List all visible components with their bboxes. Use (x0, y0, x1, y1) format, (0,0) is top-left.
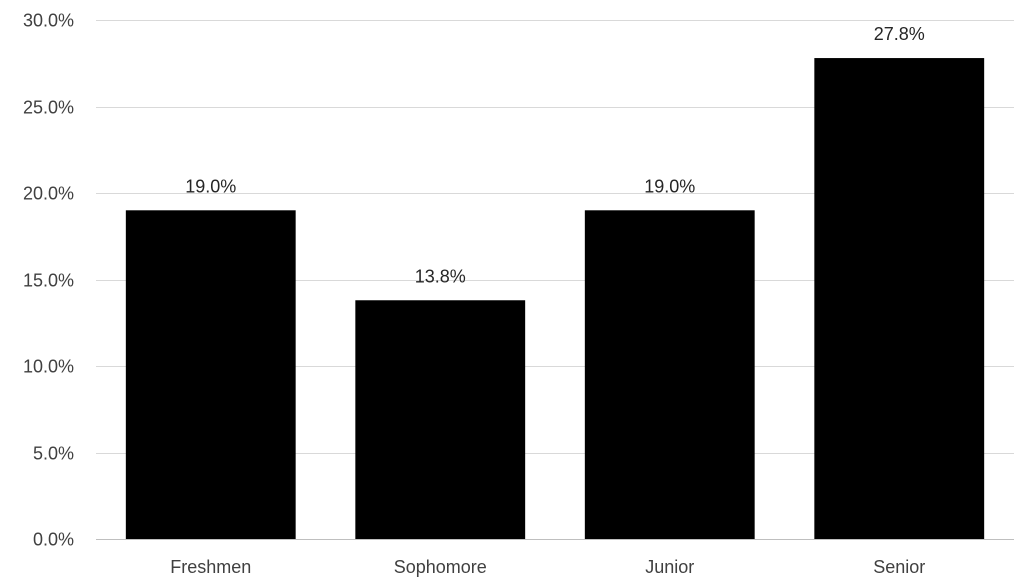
bar-freshmen (125, 210, 296, 540)
data-label: 13.8% (415, 266, 466, 286)
x-axis-category-labels: Freshmen Sophomore Junior Senior (170, 557, 925, 577)
data-label: 19.0% (185, 176, 236, 196)
bar-senior (814, 58, 985, 540)
y-tick-label: 15.0% (23, 271, 74, 291)
y-tick-label: 5.0% (33, 444, 74, 464)
bar-sophomore (355, 300, 526, 539)
bars (125, 58, 985, 540)
y-axis-tick-labels: 0.0% 5.0% 10.0% 15.0% 20.0% 25.0% 30.0% (23, 11, 74, 550)
y-tick-label: 0.0% (33, 530, 74, 550)
bar-junior (584, 210, 755, 540)
category-label: Junior (645, 557, 694, 577)
y-tick-label: 30.0% (23, 11, 74, 31)
y-tick-label: 25.0% (23, 98, 74, 118)
data-label: 27.8% (874, 24, 925, 44)
category-label: Sophomore (394, 557, 487, 577)
y-tick-label: 20.0% (23, 184, 74, 204)
data-label: 19.0% (644, 176, 695, 196)
category-label: Freshmen (170, 557, 251, 577)
category-label: Senior (873, 557, 925, 577)
y-tick-label: 10.0% (23, 357, 74, 377)
data-labels: 19.0% 13.8% 19.0% 27.8% (185, 24, 925, 286)
